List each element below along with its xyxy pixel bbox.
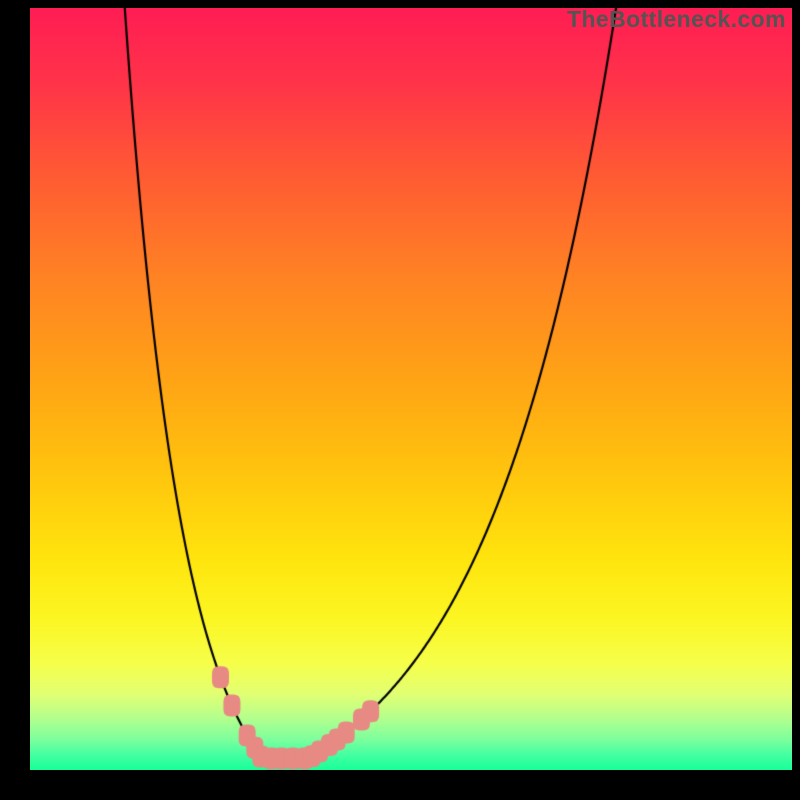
plot-area [30, 8, 792, 770]
watermark-text: TheBottleneck.com [567, 6, 786, 33]
curve-layer [30, 8, 792, 770]
chart-stage: TheBottleneck.com [0, 0, 800, 800]
